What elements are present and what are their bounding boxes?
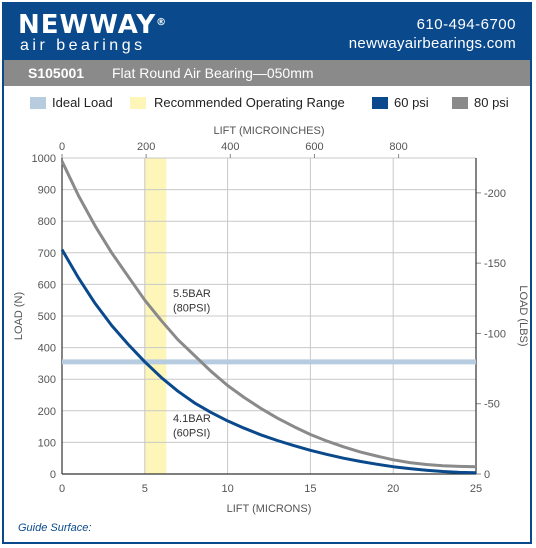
legend-label-ideal-load: Ideal Load: [52, 95, 113, 110]
x-tick-label: 25: [470, 483, 482, 495]
series-label-80psi-line2: (80PSI): [173, 302, 210, 314]
legend-swatch-recommended-range: [130, 97, 146, 109]
phone-number: 610-494-6700: [416, 16, 516, 33]
website-link[interactable]: newwayairbearings.com: [348, 35, 516, 52]
chart-frame: NEWWAY® air bearings 610-494-6700 newway…: [2, 2, 532, 544]
y2-tick-label: -100: [484, 328, 506, 340]
logo-subtitle: air bearings: [20, 37, 146, 54]
y-tick-label: 500: [38, 311, 56, 323]
x2-tick-label: 600: [305, 141, 323, 153]
y-tick-label: 600: [38, 279, 56, 291]
x-tick-label: 20: [387, 483, 399, 495]
legend-label-recommended-range: Recommended Operating Range: [154, 95, 345, 110]
y2-tick-label: -200: [484, 188, 506, 200]
header-banner: NEWWAY® air bearings 610-494-6700 newway…: [4, 4, 530, 60]
registered-mark: ®: [156, 17, 168, 28]
y2-axis-title: LOAD (LBS): [517, 285, 529, 346]
x2-tick-label: 800: [389, 141, 407, 153]
legend-swatch-60psi: [372, 97, 388, 109]
y-tick-label: 0: [50, 469, 56, 481]
series-label-60psi-line1: 4.1BAR: [173, 413, 211, 425]
product-code: S105001: [28, 65, 85, 81]
series-line-60-psi: [60, 248, 477, 475]
y-tick-label: 300: [38, 374, 56, 386]
x-tick-label: 5: [142, 483, 148, 495]
x-tick-label: 10: [221, 483, 233, 495]
y2-tick-label: -150: [484, 258, 506, 270]
y-axis-title: LOAD (N): [13, 292, 25, 340]
series-line-80-psi: [60, 160, 477, 469]
legend-label-80psi: 80 psi: [474, 95, 509, 110]
legend-label-60psi: 60 psi: [394, 95, 429, 110]
x2-tick-label: 400: [221, 141, 239, 153]
y-tick-label: 200: [38, 406, 56, 418]
y2-tick-label: 0: [484, 469, 490, 481]
x-axis-title: LIFT (MICRONS): [227, 503, 312, 515]
x-tick-label: 0: [59, 483, 65, 495]
x-tick-label: 15: [304, 483, 316, 495]
x2-tick-label: 0: [59, 141, 65, 153]
legend: Ideal Load Recommended Operating Range 6…: [4, 94, 530, 114]
y-tick-label: 900: [38, 185, 56, 197]
product-name: Flat Round Air Bearing—050mm: [112, 65, 314, 81]
y2-tick-label: -50: [484, 399, 500, 411]
y-tick-label: 800: [38, 216, 56, 228]
brand-logo: NEWWAY®: [18, 12, 167, 38]
series-label-80psi-line1: 5.5BAR: [173, 288, 211, 300]
legend-swatch-80psi: [452, 97, 468, 109]
x2-tick-label: 200: [137, 141, 155, 153]
series-label-60psi-line2: (60PSI): [173, 428, 210, 440]
legend-swatch-ideal-load: [30, 97, 46, 109]
y-tick-label: 700: [38, 248, 56, 260]
x2-axis-title: LIFT (MICROINCHES): [213, 125, 324, 137]
y-tick-label: 1000: [32, 153, 56, 165]
title-bar: S105001 Flat Round Air Bearing—050mm: [4, 60, 530, 86]
guide-surface-label: Guide Surface:: [18, 522, 92, 534]
y-tick-label: 100: [38, 437, 56, 449]
logo-wordmark: NEWWAY: [18, 10, 157, 40]
y-tick-label: 400: [38, 343, 56, 355]
